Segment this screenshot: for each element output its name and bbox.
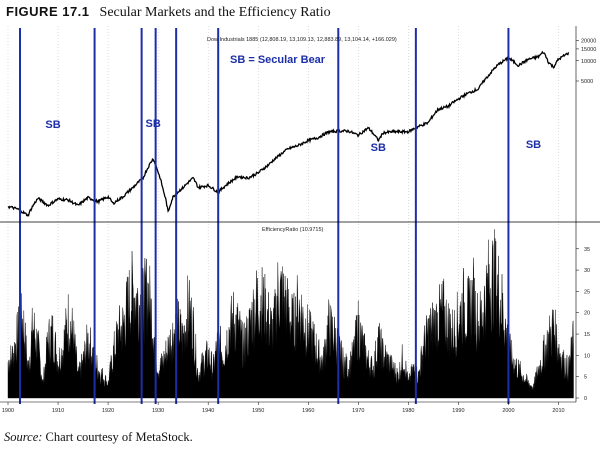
indicator-y-tick-label: 0 — [584, 396, 587, 402]
sb-label: SB — [371, 142, 386, 154]
price-y-tick-label: 10000 — [581, 59, 596, 65]
indicator-y-tick-label: 35 — [584, 247, 590, 253]
sb-label: SB — [45, 119, 60, 131]
source-label: Source: — [4, 430, 43, 444]
secular-bear-legend: SB = Secular Bear — [230, 54, 326, 66]
chart-area: Dow Industrials 1885 (12,808.19, 13,109.… — [0, 26, 600, 414]
x-tick-label: 1940 — [202, 408, 214, 414]
x-tick-label: 1970 — [352, 408, 364, 414]
source-text: Chart courtesy of MetaStock. — [45, 430, 193, 444]
figure-caption: Secular Markets and the Efficiency Ratio — [99, 5, 331, 20]
x-tick-label: 1980 — [402, 408, 414, 414]
indicator-y-tick-label: 20 — [584, 311, 590, 317]
efficiency-ratio-area — [7, 229, 574, 399]
figure-title: FIGURE 17.1 Secular Markets and the Effic… — [6, 4, 331, 21]
efficiency-ratio-panel — [7, 229, 574, 399]
sb-label: SB — [145, 118, 160, 130]
x-tick-label: 1910 — [52, 408, 64, 414]
x-tick-label: 2010 — [552, 408, 564, 414]
indicator-y-tick-label: 10 — [584, 353, 590, 359]
price-y-tick-label: 5000 — [581, 79, 593, 85]
x-tick-label: 1960 — [302, 408, 314, 414]
price-panel — [7, 50, 570, 217]
chart-frame — [0, 26, 600, 405]
x-tick-label: 1920 — [102, 408, 114, 414]
source-note: Source: Chart courtesy of MetaStock. — [4, 430, 193, 445]
x-tick-label: 1930 — [152, 408, 164, 414]
sb-label: SB — [526, 139, 541, 151]
price-y-tick-label: 15000 — [581, 47, 596, 53]
price-series-label: Dow Industrials 1885 (12,808.19, 13,109.… — [207, 37, 397, 43]
figure-number: FIGURE 17.1 — [6, 4, 90, 19]
secular-bear-lines — [19, 28, 510, 404]
x-tick-label: 1950 — [252, 408, 264, 414]
indicator-y-tick-label: 25 — [584, 289, 590, 295]
indicator-y-tick-label: 15 — [584, 332, 590, 338]
indicator-y-tick-label: 5 — [584, 375, 587, 381]
dow-price-line — [7, 50, 570, 217]
price-y-tick-label: 20000 — [581, 39, 596, 45]
indicator-series-label: EfficiencyRatio (10.9715) — [262, 227, 324, 233]
chart-labels: Dow Industrials 1885 (12,808.19, 13,109.… — [2, 37, 596, 414]
x-tick-label: 1990 — [452, 408, 464, 414]
x-tick-label: 2000 — [502, 408, 514, 414]
indicator-y-tick-label: 30 — [584, 268, 590, 274]
x-tick-label: 1900 — [2, 408, 14, 414]
